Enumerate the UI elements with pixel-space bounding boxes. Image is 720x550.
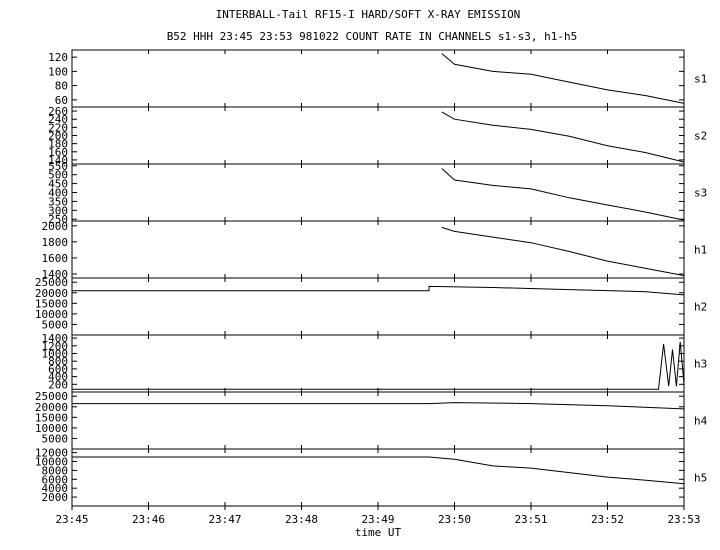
y-tick-label: 140 (48, 154, 68, 167)
y-tick-label: 1200 (42, 340, 69, 353)
panel-label-h2: h2 (694, 301, 707, 314)
y-tick-label: 10000 (35, 422, 68, 435)
y-tick-label: 4000 (42, 482, 69, 495)
panel-frame (71, 448, 685, 507)
y-tick-label: 450 (48, 178, 68, 191)
y-tick-label: 100 (48, 65, 68, 78)
y-tick-label: 12000 (35, 447, 68, 460)
series-line-h2 (72, 285, 685, 296)
chart-subtitle: B52 HHH 23:45 23:53 981022 COUNT RATE IN… (167, 30, 578, 43)
series-line-h4 (72, 402, 685, 410)
panels: 6080100120s1140160180200220240260s225030… (35, 49, 708, 507)
panel-label-s2: s2 (694, 130, 707, 143)
y-tick-label: 180 (48, 138, 68, 151)
x-tick-label: 23:45 (55, 513, 88, 526)
y-tick-label: 800 (48, 355, 68, 368)
series-line-h1 (441, 226, 685, 277)
y-tick-label: 15000 (35, 297, 68, 310)
panel-frame (71, 106, 685, 165)
y-tick-label: 220 (48, 121, 68, 134)
series-line-s1 (441, 53, 685, 104)
panel-label-s1: s1 (694, 73, 707, 86)
y-tick-label: 600 (48, 363, 68, 376)
y-tick-label: 200 (48, 130, 68, 143)
y-tick-label: 20000 (35, 401, 68, 414)
y-tick-label: 20000 (35, 287, 68, 300)
y-tick-label: 8000 (42, 464, 69, 477)
y-tick-label: 2000 (42, 220, 69, 233)
panel-frame (71, 220, 685, 279)
panel-frame (71, 49, 685, 108)
y-tick-label: 5000 (42, 432, 69, 445)
y-tick-label: 25000 (35, 276, 68, 289)
y-tick-label: 5000 (42, 318, 69, 331)
y-tick-label: 1800 (42, 236, 69, 249)
x-tick-label: 23:46 (132, 513, 165, 526)
y-tick-label: 500 (48, 169, 68, 182)
series-line-s2 (441, 111, 685, 163)
y-tick-label: 550 (48, 160, 68, 173)
y-tick-label: 1600 (42, 252, 69, 265)
series-line-s3 (441, 168, 685, 221)
panel-label-h3: h3 (694, 358, 707, 371)
y-tick-label: 1400 (42, 268, 69, 281)
series-line-h3 (72, 341, 685, 390)
y-tick-label: 260 (48, 105, 68, 118)
y-tick-label: 10000 (35, 308, 68, 321)
x-tick-label: 23:50 (438, 513, 471, 526)
y-tick-label: 2000 (42, 491, 69, 504)
panel-frame (71, 391, 685, 450)
y-tick-label: 400 (48, 371, 68, 384)
x-tick-label: 23:51 (514, 513, 547, 526)
y-tick-label: 10000 (35, 455, 68, 468)
y-tick-label: 250 (48, 213, 68, 226)
panel-label-h5: h5 (694, 472, 707, 485)
y-tick-label: 25000 (35, 390, 68, 403)
y-tick-label: 80 (55, 80, 68, 93)
y-tick-label: 200 (48, 378, 68, 391)
panel-label-h1: h1 (694, 244, 707, 257)
x-tick-label: 23:53 (667, 513, 700, 526)
x-tick-label: 23:47 (208, 513, 241, 526)
chart-title: INTERBALL-Tail RF15-I HARD/SOFT X-RAY EM… (216, 8, 521, 21)
x-tick-label: 23:49 (361, 513, 394, 526)
y-tick-label: 1000 (42, 347, 69, 360)
y-tick-label: 6000 (42, 473, 69, 486)
y-tick-label: 240 (48, 113, 68, 126)
panel-frame (71, 334, 685, 393)
panel-h1: 1400 1600 1800 2000 h1 (42, 220, 708, 281)
x-tick-label: 23:52 (591, 513, 624, 526)
panel-label-s3: s3 (694, 187, 707, 200)
panel-frame (71, 163, 685, 222)
y-tick-label: 15000 (35, 411, 68, 424)
panel-label-h4: h4 (694, 415, 708, 428)
panel-frame (71, 277, 685, 336)
y-tick-label: 350 (48, 195, 68, 208)
y-tick-label: 60 (55, 94, 68, 107)
y-tick-label: 160 (48, 146, 68, 159)
series-line-h5 (72, 456, 685, 485)
y-tick-label: 1400 (42, 332, 69, 345)
y-tick-label: 400 (48, 187, 68, 200)
x-axis-label: time UT (355, 526, 402, 539)
y-tick-label: 300 (48, 204, 68, 217)
x-tick-label: 23:48 (285, 513, 318, 526)
x-axis: 23:45 23:46 23:47 23:48 23:49 23:50 23:51 23:52… (55, 506, 701, 526)
y-tick-label: 120 (48, 51, 68, 64)
